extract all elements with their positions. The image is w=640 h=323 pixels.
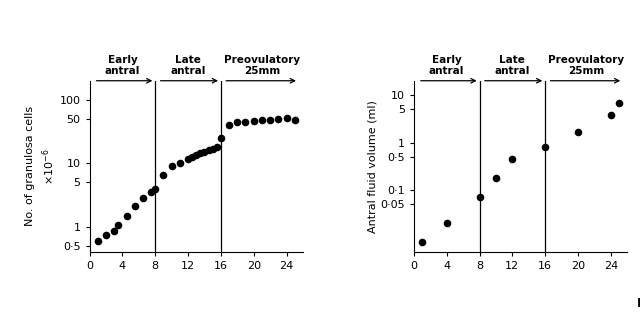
Point [183, 157, 193, 162]
Point [199, 150, 209, 155]
Text: Preovulatory
25mm: Preovulatory 25mm [548, 55, 624, 76]
Point [265, 117, 275, 122]
Text: Early
antral: Early antral [105, 55, 140, 76]
Point [573, 129, 583, 134]
Point [212, 144, 222, 150]
Point [417, 240, 427, 245]
Point [248, 118, 259, 123]
Point [282, 116, 292, 121]
Point [109, 229, 119, 234]
Point [540, 145, 550, 150]
Point [93, 238, 103, 243]
Point [216, 135, 226, 141]
Point [101, 232, 111, 237]
Text: Late
antral: Late antral [170, 55, 205, 76]
Point [113, 223, 124, 228]
Y-axis label: Antral fluid volume (ml): Antral fluid volume (ml) [367, 100, 378, 233]
Point [130, 204, 140, 209]
Point [191, 152, 202, 158]
Point [491, 175, 501, 181]
Point [614, 100, 624, 106]
Point [122, 213, 132, 218]
Point [158, 172, 168, 178]
Point [175, 161, 185, 166]
Point [195, 151, 205, 156]
Point [224, 122, 234, 128]
Point [166, 163, 177, 169]
Point [207, 146, 218, 151]
Point [508, 156, 518, 162]
Point [204, 148, 214, 153]
Point [138, 196, 148, 201]
Point [187, 154, 197, 160]
Text: Early
antral: Early antral [429, 55, 465, 76]
Point [146, 190, 156, 195]
Point [605, 112, 616, 118]
Y-axis label: No. of granulosa cells
$\times$10$^{-6}$: No. of granulosa cells $\times$10$^{-6}$ [25, 106, 57, 226]
Point [150, 186, 161, 191]
Point [290, 118, 300, 123]
Point [474, 195, 484, 200]
Point [257, 118, 267, 123]
Point [232, 120, 243, 125]
Point [442, 221, 452, 226]
Text: Preovulatory
25mm: Preovulatory 25mm [224, 55, 300, 76]
Text: Late
antral: Late antral [495, 55, 530, 76]
Point [241, 119, 251, 124]
Point [273, 116, 284, 121]
Text: Follicle diameter (mm): Follicle diameter (mm) [637, 297, 640, 310]
